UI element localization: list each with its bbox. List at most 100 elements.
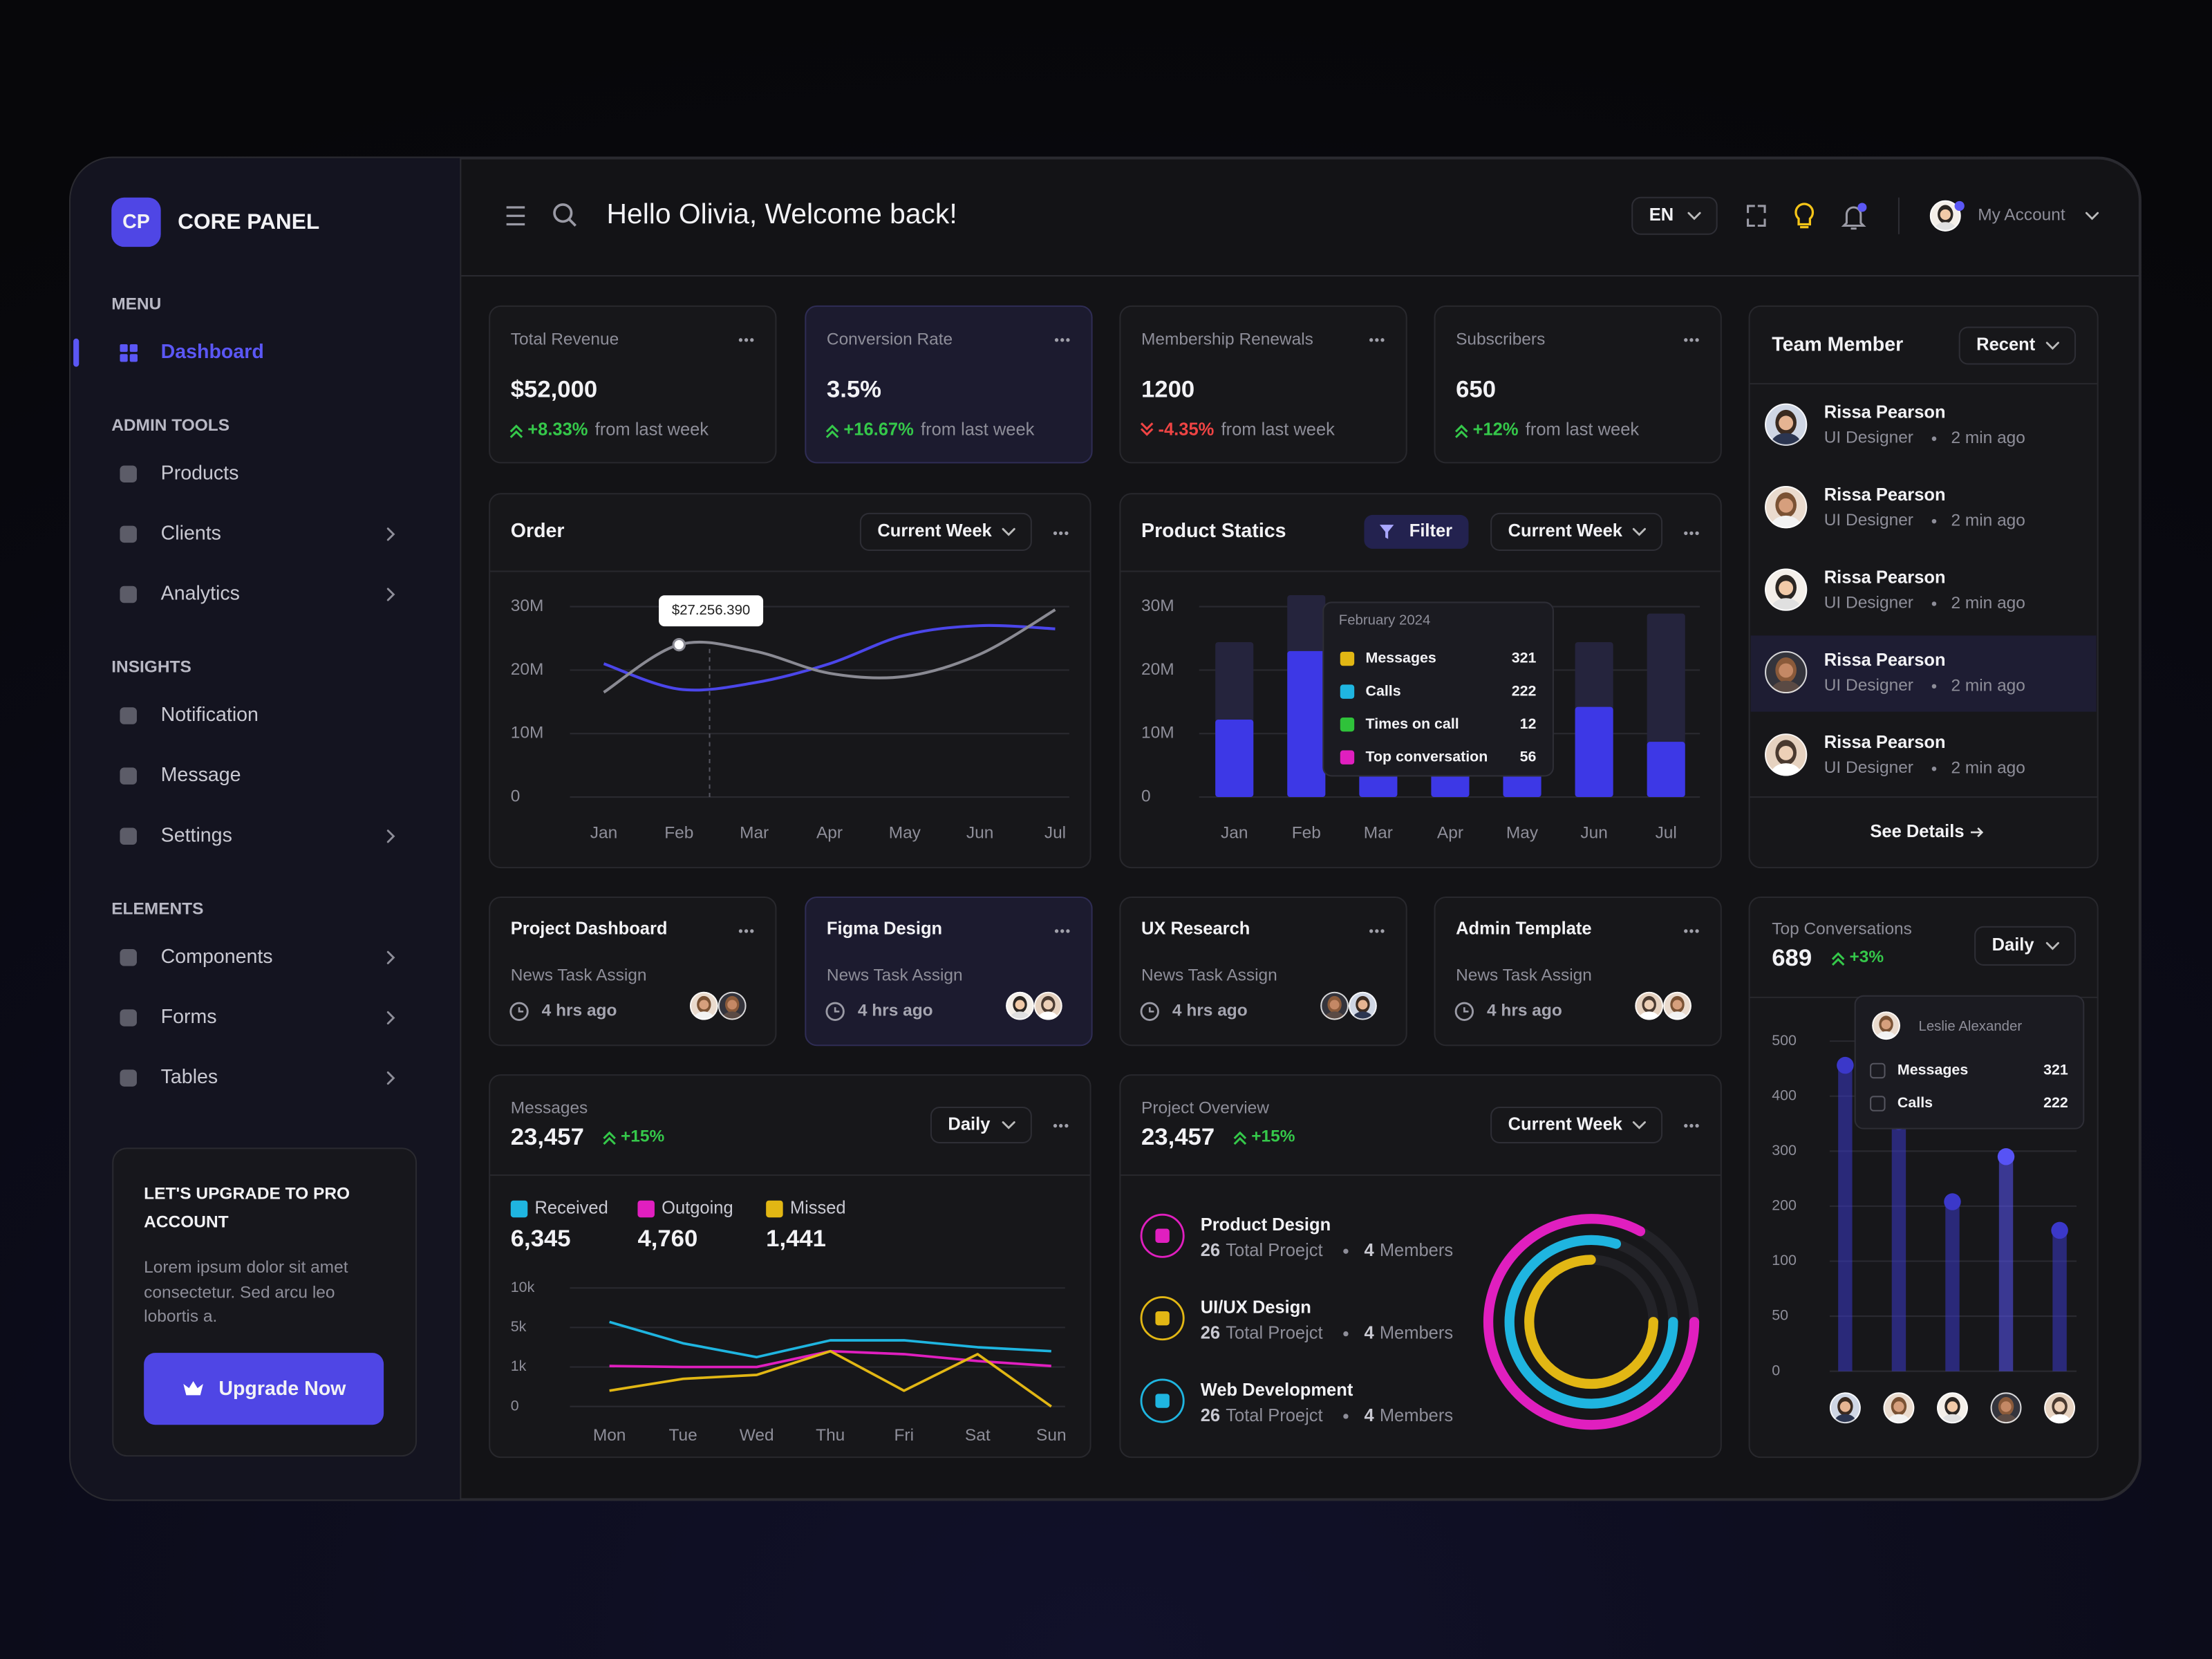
clock-hands (1148, 1007, 1154, 1013)
tooltip-box (1322, 601, 1554, 777)
y-tick-label: 50 (1772, 1307, 1788, 1324)
more-button[interactable] (1684, 1123, 1699, 1128)
nav-icon (120, 767, 137, 785)
nav-item[interactable]: Forms (120, 1006, 217, 1028)
chevron (1002, 527, 1015, 536)
nav-icon (129, 354, 138, 362)
chevron (386, 830, 395, 843)
dot (738, 929, 743, 933)
team-row[interactable]: Rissa Pearson UI Designer 2 min ago (1765, 568, 2025, 621)
more-button[interactable] (1369, 929, 1385, 933)
stat-change: +8.33% from last week (527, 420, 709, 439)
nav-label: Products (161, 462, 239, 484)
avatar-ring (1937, 1392, 1968, 1424)
avatar-face (1329, 1000, 1340, 1010)
project-title: UX Research (1141, 919, 1250, 939)
more-button[interactable] (1369, 338, 1385, 342)
account-menu[interactable]: My Account (1929, 200, 2065, 239)
member-meta: UI Designer (1824, 594, 1913, 612)
more-button[interactable] (738, 338, 754, 342)
dropdown-label: Current Week (1508, 521, 1623, 541)
nav-item[interactable]: Settings (120, 824, 232, 846)
avatar (1883, 1392, 1915, 1424)
upgrade-button-label: Upgrade Now (218, 1378, 346, 1400)
team-row[interactable]: Rissa Pearson UI Designer 2 min ago (1765, 403, 2025, 457)
nav-item[interactable]: Products (120, 462, 238, 484)
avatar-ring (1872, 1011, 1900, 1040)
x-tick-label: Fri (894, 1426, 914, 1445)
card-title: Team Member (1772, 334, 1903, 356)
dropdown[interactable]: Daily (1974, 926, 2077, 966)
dropdown[interactable]: Recent (1958, 326, 2077, 365)
search-button[interactable] (553, 203, 577, 227)
nav-item[interactable]: Notification (120, 704, 259, 726)
y-tick-label: 30M (511, 597, 544, 615)
card-total: 23,457 (511, 1124, 584, 1150)
member-role: UI Designer (1824, 512, 1913, 530)
dropdown[interactable]: Current Week (1490, 1107, 1663, 1144)
stat-value: $52,000 (511, 376, 597, 402)
tooltip-box (659, 595, 764, 627)
tooltip-label: Calls (1366, 682, 1401, 699)
chevron (2085, 212, 2099, 221)
legend-item: Received 6,345 (510, 1199, 608, 1252)
meta-dot (1931, 601, 1937, 606)
filter-button[interactable]: Filter (1364, 514, 1469, 549)
clock-icon (509, 1002, 529, 1021)
chevron (1632, 527, 1647, 536)
project-count: 26 (1201, 1241, 1220, 1260)
dropdown[interactable]: Current Week (859, 512, 1032, 551)
more-button[interactable] (1054, 338, 1070, 342)
member-time: 2 min ago (1951, 759, 2025, 778)
nav-item[interactable]: Tables (120, 1066, 218, 1088)
checkbox[interactable] (1870, 1062, 1886, 1079)
more-button[interactable] (1684, 531, 1699, 536)
meta-dot (1343, 1248, 1349, 1254)
member-name: Rissa Pearson (1824, 733, 1946, 752)
more-button[interactable] (1053, 531, 1069, 536)
members-label: Members (1380, 1323, 1453, 1342)
nav-label: Clients (161, 522, 221, 544)
checkbox[interactable] (1870, 1096, 1886, 1112)
upgrade-button[interactable]: Upgrade Now (144, 1353, 384, 1425)
card (1119, 1074, 1722, 1459)
y-tick-label: 30M (1141, 597, 1174, 615)
nav-item[interactable]: Clients (120, 522, 221, 544)
x-tick-label: Apr (816, 824, 843, 843)
more-button[interactable] (738, 929, 754, 933)
trend-icon (603, 1131, 616, 1145)
avatar-face (1644, 1000, 1654, 1010)
language-select[interactable]: EN (1631, 196, 1718, 235)
more-button[interactable] (1684, 929, 1699, 933)
nav-label: Message (161, 764, 241, 786)
notifications-button[interactable] (1841, 203, 1867, 230)
project-time: 4 hrs ago (1487, 1002, 1562, 1020)
menu-toggle[interactable] (506, 206, 525, 226)
x-tick-label: Apr (1437, 824, 1463, 843)
card-title: Project Overview (1141, 1099, 1269, 1118)
fullscreen-button[interactable] (1747, 205, 1766, 227)
more-button[interactable] (1053, 1123, 1069, 1128)
nav-item[interactable]: Components (120, 946, 273, 968)
dot (1065, 531, 1069, 536)
more-button[interactable] (1684, 338, 1699, 342)
nav-item[interactable]: Message (120, 764, 241, 786)
team-row[interactable]: Rissa Pearson UI Designer 2 min ago (1765, 733, 2025, 787)
team-row[interactable]: Rissa Pearson UI Designer 2 min ago (1765, 485, 2025, 539)
chevron (1002, 1121, 1015, 1130)
nav-item[interactable]: Dashboard (73, 338, 264, 367)
nav-item[interactable]: Analytics (120, 583, 240, 605)
dropdown[interactable]: Daily (930, 1107, 1032, 1144)
member-name: Rissa Pearson (1824, 485, 1946, 505)
avatar-face (1358, 1000, 1368, 1010)
tooltip-label: Messages (1897, 1062, 1968, 1078)
team-row[interactable]: Rissa Pearson UI Designer 2 min ago (1750, 635, 2097, 712)
tooltip-value: 222 (1512, 682, 1537, 699)
see-details[interactable]: See Details (1870, 822, 1984, 841)
trend-icon (1140, 422, 1154, 436)
more-button[interactable] (1054, 929, 1070, 933)
tips-button[interactable] (1794, 203, 1815, 229)
dot (1695, 929, 1699, 933)
dropdown-label: Daily (948, 1114, 991, 1134)
dropdown[interactable]: Current Week (1490, 512, 1663, 551)
